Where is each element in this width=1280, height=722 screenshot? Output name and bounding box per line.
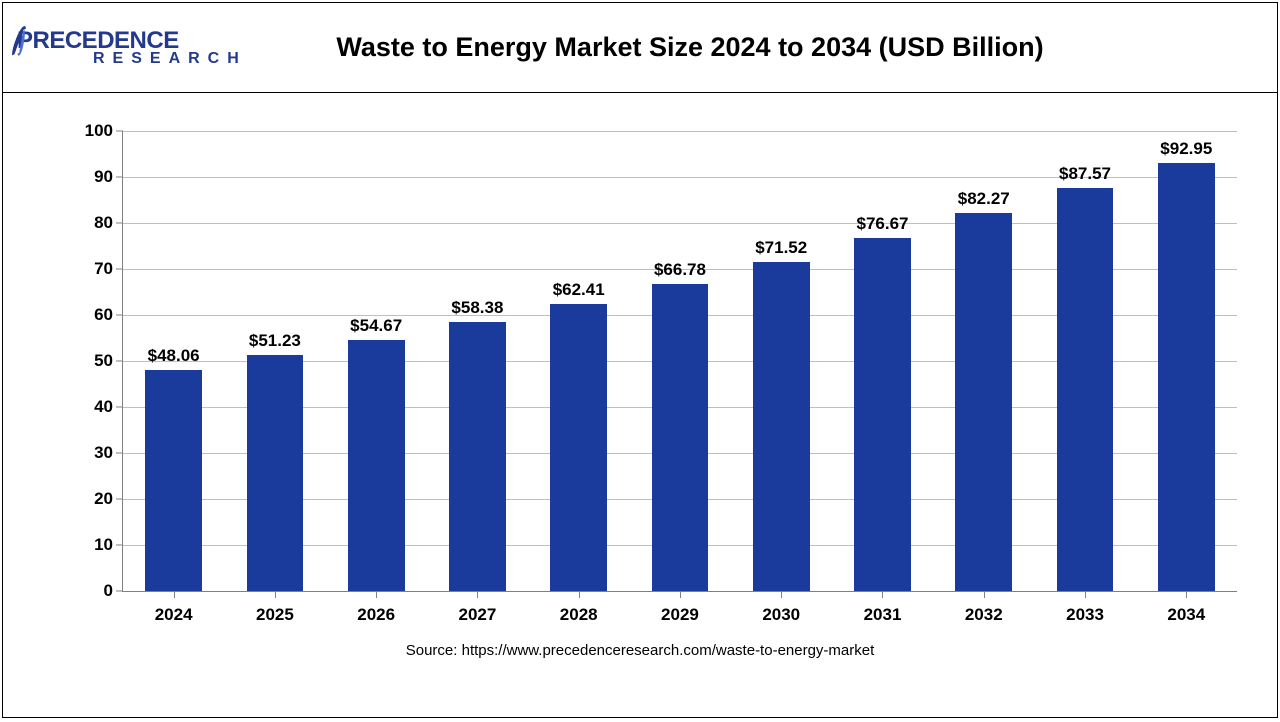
chart-area: 0102030405060708090100 $48.06$51.23$54.6… <box>3 93 1277 683</box>
x-tick-mark <box>376 591 377 598</box>
source-text: Source: https://www.precedenceresearch.c… <box>3 642 1277 659</box>
bar-value-label: $76.67 <box>856 214 908 234</box>
bar-value-label: $54.67 <box>350 316 402 336</box>
bar-value-label: $92.95 <box>1160 139 1212 159</box>
bar-col: $54.67 <box>326 131 427 591</box>
bar-value-label: $62.41 <box>553 280 605 300</box>
bar-col: $66.78 <box>629 131 730 591</box>
bar <box>145 370 202 591</box>
bar-col: $58.38 <box>427 131 528 591</box>
logo-text: PRECEDENCE RESEARCH <box>17 29 247 67</box>
x-tick-mark <box>477 591 478 598</box>
bar <box>955 213 1012 591</box>
chart-title: Waste to Energy Market Size 2024 to 2034… <box>229 32 1271 63</box>
bar-col: $87.57 <box>1034 131 1135 591</box>
header-row: PRECEDENCE RESEARCH Waste to Energy Mark… <box>3 3 1277 93</box>
x-tick-label: 2025 <box>224 605 325 625</box>
x-tick-label: 2029 <box>629 605 730 625</box>
bar-col: $82.27 <box>933 131 1034 591</box>
brand-logo: PRECEDENCE RESEARCH <box>9 8 229 88</box>
bar-col: $71.52 <box>731 131 832 591</box>
bar-col: $62.41 <box>528 131 629 591</box>
logo-line2: RESEARCH <box>93 51 247 67</box>
bar <box>348 340 405 591</box>
bar-value-label: $48.06 <box>148 346 200 366</box>
logo-line1: PRECEDENCE <box>17 29 247 53</box>
bar <box>1158 163 1215 591</box>
bar <box>652 284 709 591</box>
x-tick-mark <box>984 591 985 598</box>
x-tick-mark <box>882 591 883 598</box>
bar <box>753 262 810 591</box>
bar <box>550 304 607 591</box>
bar-value-label: $71.52 <box>755 238 807 258</box>
bars-layer: $48.06 $51.23 $54.67 $58.38 $62.41 $66.78 $71.… <box>123 131 1237 591</box>
x-tick-label: 2033 <box>1034 605 1135 625</box>
bar <box>247 355 304 591</box>
x-tick-mark <box>781 591 782 598</box>
x-tick-label: 2028 <box>528 605 629 625</box>
bar <box>1057 188 1114 591</box>
bar <box>854 238 911 591</box>
bar-col: $92.95 <box>1136 131 1237 591</box>
x-tick-label: 2026 <box>326 605 427 625</box>
x-tick-label: 2024 <box>123 605 224 625</box>
bar <box>449 322 506 591</box>
bar-col: $48.06 <box>123 131 224 591</box>
plot-area: 0102030405060708090100 $48.06$51.23$54.6… <box>123 131 1237 591</box>
x-tick-label: 2031 <box>832 605 933 625</box>
x-tick-mark <box>680 591 681 598</box>
bar-value-label: $66.78 <box>654 260 706 280</box>
x-labels-row: 2024202520262027202820292030203120322033… <box>123 605 1237 625</box>
x-tick-mark <box>579 591 580 598</box>
x-tick-mark <box>174 591 175 598</box>
x-tick-mark <box>1186 591 1187 598</box>
x-tick-mark <box>275 591 276 598</box>
bar-value-label: $82.27 <box>958 189 1010 209</box>
x-tick-mark <box>1085 591 1086 598</box>
x-tick-label: 2027 <box>427 605 528 625</box>
bar-value-label: $87.57 <box>1059 164 1111 184</box>
outer-frame: PRECEDENCE RESEARCH Waste to Energy Mark… <box>2 2 1278 718</box>
x-tick-label: 2030 <box>731 605 832 625</box>
bar-col: $76.67 <box>832 131 933 591</box>
bar-value-label: $51.23 <box>249 331 301 351</box>
x-tick-label: 2032 <box>933 605 1034 625</box>
bar-value-label: $58.38 <box>451 298 503 318</box>
bar-col: $51.23 <box>224 131 325 591</box>
x-tick-label: 2034 <box>1136 605 1237 625</box>
